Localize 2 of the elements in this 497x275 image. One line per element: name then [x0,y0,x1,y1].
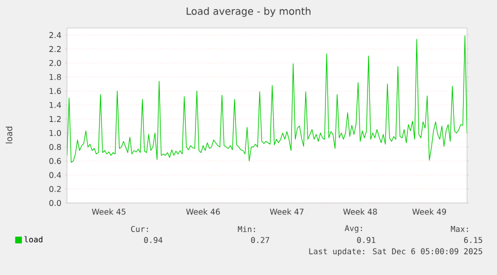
chart-title: Load average - by month [186,7,310,17]
y-axis-title: load [6,126,12,144]
